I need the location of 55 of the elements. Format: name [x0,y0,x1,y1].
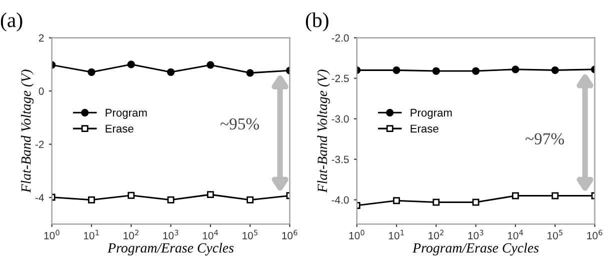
legend-label: Program [410,108,452,119]
x-tick-label: 10$^{5}$ [548,230,562,240]
point [128,192,135,199]
y-tick-label: 2 [38,34,44,42]
y-tick-label: -3.5 [332,156,349,164]
y-tick-label: -2.0 [332,34,349,42]
point [551,66,559,74]
y-tick-label: -4 [35,194,44,202]
point [88,68,96,76]
y-axis-title: Flat-Band Voltage (V) [20,70,34,193]
y-tick-label: -4.0 [332,196,349,204]
point [88,196,95,204]
x-tick-label: 10$^{5}$ [242,230,258,240]
x-tick-label: 10$^{6}$ [282,230,298,240]
x-tick-label: 10$^{6}$ [587,230,602,240]
point [206,191,214,198]
chart-title: (a) [0,12,22,32]
point [246,69,254,77]
legend-label: Program [106,108,147,119]
point [167,196,174,204]
x-axis-title: Program/Erase Cycles [108,242,234,256]
annotation: ~95% [220,118,260,130]
y-tick-label: -3.0 [332,115,349,123]
point [393,197,400,204]
point [472,67,480,75]
point [206,61,214,69]
x-tick-label: 10$^{3}$ [468,230,484,240]
y-tick-label: 0 [38,88,44,95]
x-tick-label: 10$^{3}$ [163,230,178,240]
y-tick-label: -2.5 [332,74,349,82]
x-tick-label: 10$^{1}$ [84,230,99,240]
x-tick-label: 10$^{2}$ [428,230,444,240]
x-tick-label: 10$^{2}$ [124,230,138,240]
x-tick-label: 10$^{0}$ [44,230,60,240]
y-axis-title: Flat-Band Voltage (V) [317,70,330,193]
point [432,67,440,75]
point [552,192,559,200]
point [166,68,175,76]
legend-label: Erase [410,124,438,133]
y-tick-label: -2 [35,140,44,148]
annotation: ~97% [525,133,564,144]
x-tick-label: 10$^{0}$ [349,230,364,240]
x-tick-label: 10$^{4}$ [508,230,524,240]
point [127,60,135,68]
chart-title: (b) [306,12,328,32]
point [432,198,440,206]
point [392,66,400,74]
legend-label: Erase [106,124,134,133]
point [512,66,520,74]
x-axis-title: Program/Erase Cycles [412,242,539,256]
point [472,198,480,206]
x-tick-label: 10$^{4}$ [202,230,218,240]
point [512,192,519,200]
point [246,196,254,204]
x-tick-label: 10$^{1}$ [388,230,404,240]
